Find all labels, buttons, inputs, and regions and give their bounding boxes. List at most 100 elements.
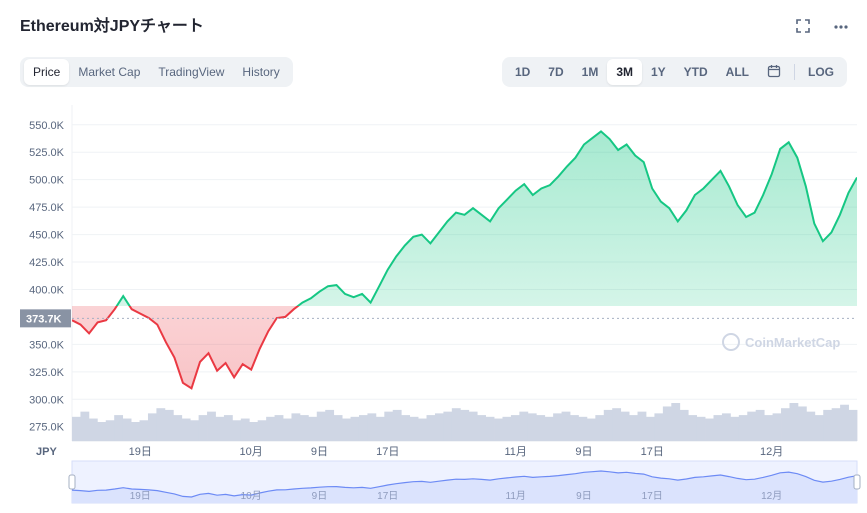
navigator-tick-label: 12月 (761, 490, 782, 502)
volume-bar (97, 422, 107, 441)
navigator-background (71, 460, 858, 504)
tab-market-cap[interactable]: Market Cap (78, 65, 141, 79)
volume-bar (629, 415, 638, 441)
navigator-tick-label: 10月 (241, 490, 262, 502)
navigator-tick-label: 19日 (130, 491, 151, 502)
range-3m-button[interactable]: 3M (607, 59, 642, 85)
price-line-down (72, 306, 300, 390)
range-1m-button[interactable]: 1M (581, 65, 599, 79)
expand-icon-svg (796, 19, 810, 33)
volume-bar (502, 416, 512, 441)
y-tick-label: 400.0K (29, 284, 65, 296)
volume-bar (781, 408, 790, 441)
expand-icon[interactable] (795, 18, 811, 39)
volume-bar (544, 416, 554, 441)
navigator-tick-label: 9日 (576, 491, 592, 502)
volume-bar (299, 415, 309, 441)
volume-bar (283, 418, 292, 441)
volume-bar (207, 411, 216, 441)
tab-history[interactable]: History (242, 65, 280, 79)
volume-bar (561, 411, 571, 441)
range-all-button[interactable]: ALL (725, 65, 749, 79)
volume-bar (358, 415, 368, 441)
volume-bar (122, 418, 132, 441)
volume-bar (730, 416, 740, 441)
tab-tradingview[interactable]: TradingView (158, 65, 225, 79)
volume-bar (671, 403, 681, 441)
volume-bar (553, 413, 562, 441)
volume-bar (139, 420, 149, 441)
volume-bar (510, 415, 520, 441)
volume-bar (570, 415, 579, 441)
tab-price[interactable]: Price (24, 59, 70, 85)
y-axis: 550.0K 525.0K 500.0K 475.0K 450.0K 425.0K 400.… (20, 120, 857, 434)
volume-bar (764, 415, 773, 441)
range-1y-button[interactable]: 1Y (650, 65, 666, 79)
y-tick-label: 500.0K (29, 175, 65, 187)
volume-bar (477, 415, 487, 441)
range-navigator: 19日 10月 9日 17日 11月 9日 17日 12月 (68, 460, 861, 504)
volume-bar (578, 416, 588, 441)
volume-bar (173, 415, 183, 441)
baseline-label: 373.7K (26, 313, 62, 325)
y-tick-label: 450.0K (29, 230, 65, 242)
volume-bar (848, 409, 858, 441)
volume-bar (595, 415, 605, 441)
chart-type-tabs: Price Market Cap TradingView History (20, 57, 293, 87)
volume-bar (789, 403, 799, 441)
navigator-handle-left[interactable] (68, 474, 76, 490)
volume-bar (333, 415, 343, 441)
volume-bar (620, 411, 630, 441)
range-1d-button[interactable]: 1D (514, 65, 531, 79)
navigator-tick-label: 17日 (377, 491, 398, 502)
top-icons (795, 18, 849, 39)
volume-bar (156, 408, 166, 441)
calendar-icon[interactable] (758, 58, 790, 87)
volume-bar (527, 413, 537, 441)
volume-bar (215, 416, 225, 441)
x-tick-label: 17日 (376, 446, 399, 458)
volume-bar (392, 409, 402, 441)
volume-bar (637, 411, 647, 441)
range-7d-button[interactable]: 7D (548, 65, 564, 79)
volume-bar (468, 411, 478, 441)
volume-bar (190, 420, 200, 441)
volume-bar (350, 416, 360, 441)
y-tick-label: 550.0K (29, 120, 65, 132)
volume-bar (840, 404, 849, 441)
volume-bar (755, 409, 765, 441)
x-tick-label: 17日 (641, 446, 664, 458)
volume-bar (198, 415, 208, 441)
range-separator (794, 64, 795, 80)
volume-bar (654, 413, 664, 441)
y-tick-label: 300.0K (29, 394, 65, 406)
x-tick-label: 9日 (311, 446, 328, 458)
chart-title: Ethereum対JPYチャート (20, 18, 204, 35)
volume-bar (494, 418, 503, 441)
range-selector: 1D 7D 1M 3M 1Y YTD ALL LOG (501, 57, 847, 87)
navigator-line (71, 470, 858, 498)
navigator-handle-right[interactable] (853, 474, 861, 490)
price-line-up (115, 130, 857, 306)
watermark-text: CoinMarketCap (745, 335, 840, 350)
volume-bar (266, 416, 275, 441)
currency-label: JPY (36, 446, 57, 458)
volume-bar (713, 415, 723, 441)
volume-bar (147, 413, 157, 441)
volume-bar (240, 418, 250, 441)
volume-bar (586, 418, 596, 441)
volume-bar (367, 413, 377, 441)
volume-bar (181, 418, 191, 441)
x-tick-label: 19日 (129, 446, 152, 458)
coinmarketcap-logo-icon (722, 333, 740, 351)
range-ytd-button[interactable]: YTD (683, 65, 708, 79)
volume-bar (772, 413, 782, 441)
more-horizontal-icon[interactable] (833, 18, 849, 39)
volume-bar (308, 416, 318, 441)
volume-bar (721, 413, 731, 441)
volume-bar (131, 422, 140, 441)
volume-bar (443, 411, 453, 441)
log-scale-toggle[interactable]: LOG (808, 65, 834, 79)
volume-bar (325, 409, 335, 441)
volume-bar (223, 415, 233, 441)
